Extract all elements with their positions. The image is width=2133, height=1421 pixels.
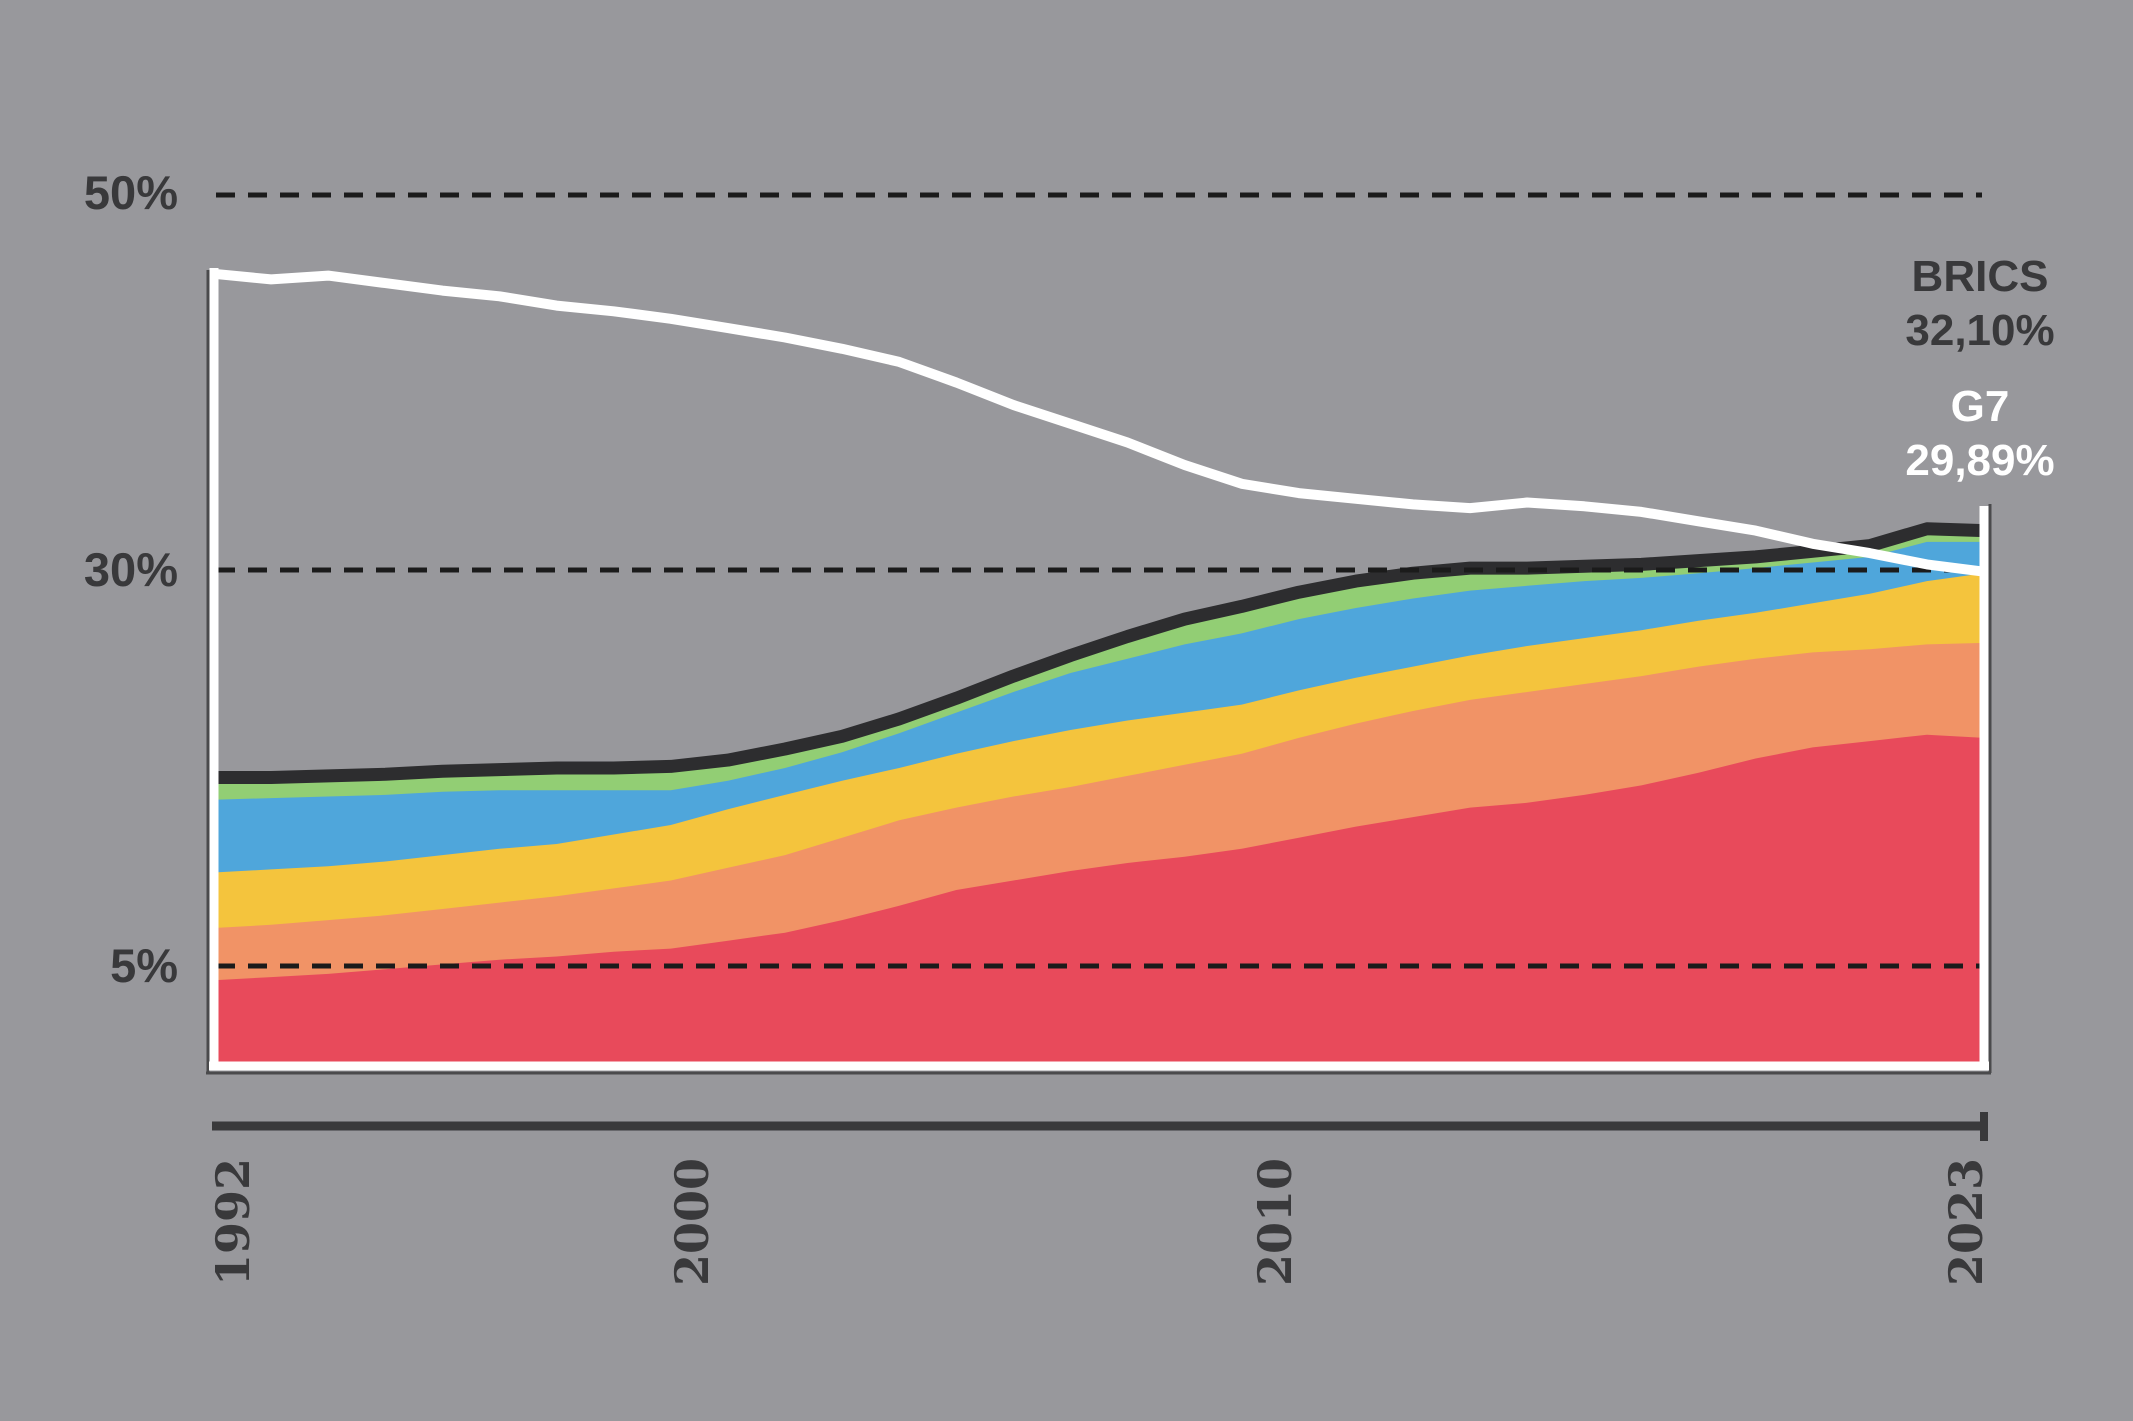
area-brics-layer-red — [214, 734, 1984, 1063]
y-axis-label-30: 30% — [83, 543, 178, 596]
y-axis-label-5: 5% — [110, 939, 178, 992]
x-axis-label-2023: 2023 — [1939, 1157, 1993, 1287]
y-axis-label-50: 50% — [83, 166, 178, 219]
brics-annotation-name: BRICS — [1911, 252, 2049, 301]
brics-total-line — [214, 522, 1985, 784]
brics-annotation: BRICS 32,10% — [1820, 250, 2133, 358]
brics-annotation-value: 32,10% — [1905, 306, 2055, 355]
x-axis-label-1992: 1992 — [206, 1157, 260, 1287]
x-axis-label-2010: 2010 — [1248, 1157, 1302, 1287]
g7-annotation: G7 29,89% — [1820, 380, 2133, 488]
g7-annotation-value: 29,89% — [1905, 436, 2055, 485]
x-axis-label-2000: 2000 — [665, 1157, 719, 1287]
g7-annotation-name: G7 — [1950, 382, 2010, 431]
g7-line — [213, 268, 1985, 577]
